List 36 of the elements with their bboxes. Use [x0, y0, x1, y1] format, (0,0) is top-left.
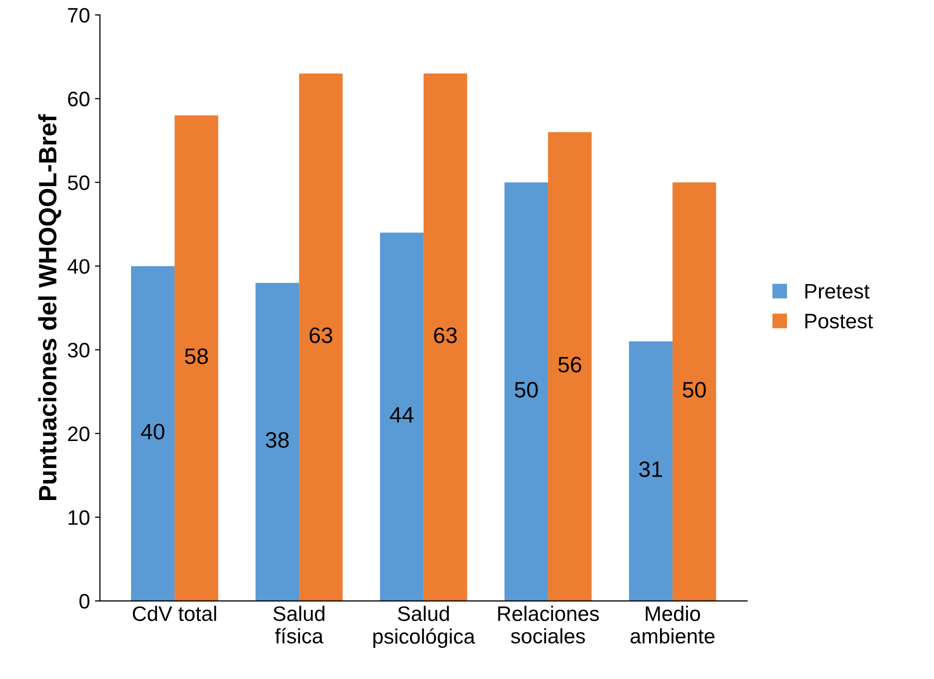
legend-label: Pretest: [805, 284, 870, 299]
y-tick-label: 10: [68, 510, 90, 525]
x-tick-label: Salud psicológica: [373, 606, 476, 648]
x-tick-label: Salud física: [273, 606, 324, 644]
data-label: 50: [682, 382, 706, 398]
bar: [628, 341, 673, 601]
bar: [380, 232, 424, 601]
bar: [424, 74, 468, 601]
data-label: 63: [434, 327, 457, 344]
data-label: 40: [140, 424, 164, 440]
data-label: 56: [558, 356, 582, 372]
bar: [672, 182, 716, 601]
y-tick-label: 50: [68, 175, 90, 190]
y-tick-label: 60: [68, 92, 90, 106]
bar: [299, 74, 343, 601]
x-tick-label: CdV total: [132, 606, 216, 622]
x-tick-label: Relaciones sociales: [498, 606, 599, 644]
data-label: 38: [266, 432, 289, 448]
data-label: 58: [184, 348, 208, 364]
y-tick-label: 30: [68, 342, 90, 358]
data-label: 63: [310, 327, 332, 344]
data-label: 44: [390, 407, 414, 422]
y-tick-label: 40: [68, 259, 90, 274]
legend-label: Postest: [805, 314, 873, 328]
bar: [131, 266, 175, 601]
y-axis-title: Puntuaciones del WHOQOL-Bref: [38, 114, 62, 500]
y-tick-label: 20: [68, 426, 90, 442]
x-tick-label: Medio ambiente: [630, 606, 714, 644]
y-tick-label: 0: [79, 594, 90, 609]
bar: [548, 132, 592, 601]
bar: [174, 115, 218, 601]
bar: [504, 182, 548, 601]
data-label: 31: [639, 461, 662, 478]
y-tick-label: 70: [68, 8, 90, 23]
data-label: 50: [514, 382, 538, 398]
bar: [256, 282, 300, 601]
